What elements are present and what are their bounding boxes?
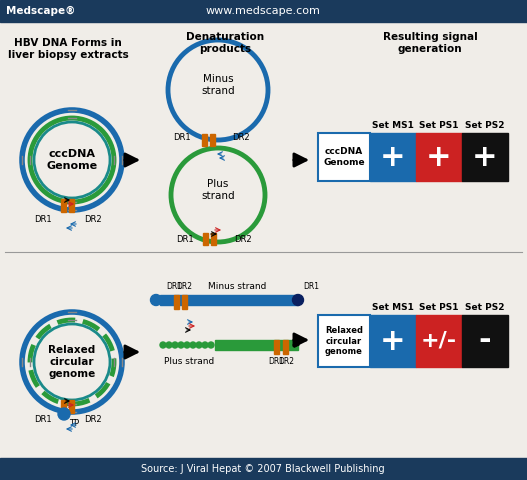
Text: Set PS2: Set PS2 [465, 302, 505, 312]
Bar [283, 340, 288, 354]
Text: DR2: DR2 [278, 357, 294, 366]
Bar [174, 295, 179, 309]
Bar [203, 233, 208, 245]
Circle shape [160, 342, 166, 348]
Text: Minus
strand: Minus strand [201, 74, 235, 96]
Bar [160, 295, 298, 305]
Bar [211, 233, 216, 245]
Circle shape [58, 408, 70, 420]
Text: Resulting signal
generation: Resulting signal generation [383, 32, 477, 54]
Text: DR2: DR2 [234, 236, 251, 244]
Text: DR2: DR2 [232, 132, 250, 142]
Text: Relaxed
circular
genome: Relaxed circular genome [48, 346, 95, 379]
Bar [416, 133, 462, 181]
Circle shape [178, 342, 184, 348]
Bar [274, 340, 279, 354]
Text: Source: J Viral Hepat © 2007 Blackwell Publishing: Source: J Viral Hepat © 2007 Blackwell P… [141, 464, 385, 474]
Text: www.medscape.com: www.medscape.com [206, 6, 320, 16]
Bar [202, 134, 207, 146]
Circle shape [172, 342, 178, 348]
Circle shape [151, 295, 161, 305]
Text: DR1: DR1 [303, 282, 319, 291]
Text: cccDNA
Genome: cccDNA Genome [323, 147, 365, 167]
Bar [210, 134, 215, 146]
Text: Set PS2: Set PS2 [465, 120, 505, 130]
Text: DR1: DR1 [166, 282, 182, 291]
Circle shape [202, 342, 208, 348]
Text: +/-: +/- [421, 331, 457, 351]
Text: Plus
strand: Plus strand [201, 179, 235, 201]
Bar [318, 315, 370, 367]
Bar [215, 340, 298, 350]
Circle shape [190, 342, 196, 348]
Text: +: + [426, 143, 452, 171]
Text: DR1: DR1 [268, 357, 284, 366]
Text: TP: TP [69, 420, 79, 429]
Bar [416, 315, 462, 367]
Bar [462, 315, 508, 367]
Text: cccDNA
Genome: cccDNA Genome [46, 149, 97, 171]
Circle shape [196, 342, 202, 348]
Text: Denaturation
products: Denaturation products [186, 32, 264, 54]
Bar [462, 133, 508, 181]
Text: Plus strand: Plus strand [164, 357, 214, 366]
Text: Relaxed
circular
genome: Relaxed circular genome [325, 326, 363, 356]
Text: DR1: DR1 [34, 216, 52, 225]
Text: Set PS1: Set PS1 [419, 120, 458, 130]
Circle shape [166, 342, 172, 348]
Text: Medscape®: Medscape® [6, 6, 75, 16]
Text: +: + [380, 326, 406, 356]
Text: +: + [380, 143, 406, 171]
Text: Set MS1: Set MS1 [372, 120, 414, 130]
Bar [61, 400, 66, 413]
Text: -: - [479, 326, 491, 356]
Text: Minus strand: Minus strand [208, 282, 266, 291]
Text: DR1: DR1 [34, 416, 52, 424]
Circle shape [208, 342, 214, 348]
Text: DR2: DR2 [84, 216, 102, 225]
Text: DR2: DR2 [176, 282, 192, 291]
Text: +: + [472, 143, 498, 171]
Bar [0, 0, 527, 22]
Bar [370, 133, 416, 181]
Bar [69, 400, 74, 413]
Bar [318, 133, 370, 181]
Text: Set PS1: Set PS1 [419, 302, 458, 312]
Bar [0, 458, 527, 480]
Bar [370, 315, 416, 367]
Text: HBV DNA Forms in
liver biopsy extracts: HBV DNA Forms in liver biopsy extracts [7, 38, 129, 60]
Bar [182, 295, 187, 309]
Text: DR1: DR1 [177, 236, 194, 244]
Text: DR1: DR1 [173, 132, 191, 142]
Circle shape [292, 295, 304, 305]
Text: DR2: DR2 [84, 416, 102, 424]
Text: Set MS1: Set MS1 [372, 302, 414, 312]
Bar [61, 199, 66, 212]
Circle shape [184, 342, 190, 348]
Bar [69, 199, 74, 212]
